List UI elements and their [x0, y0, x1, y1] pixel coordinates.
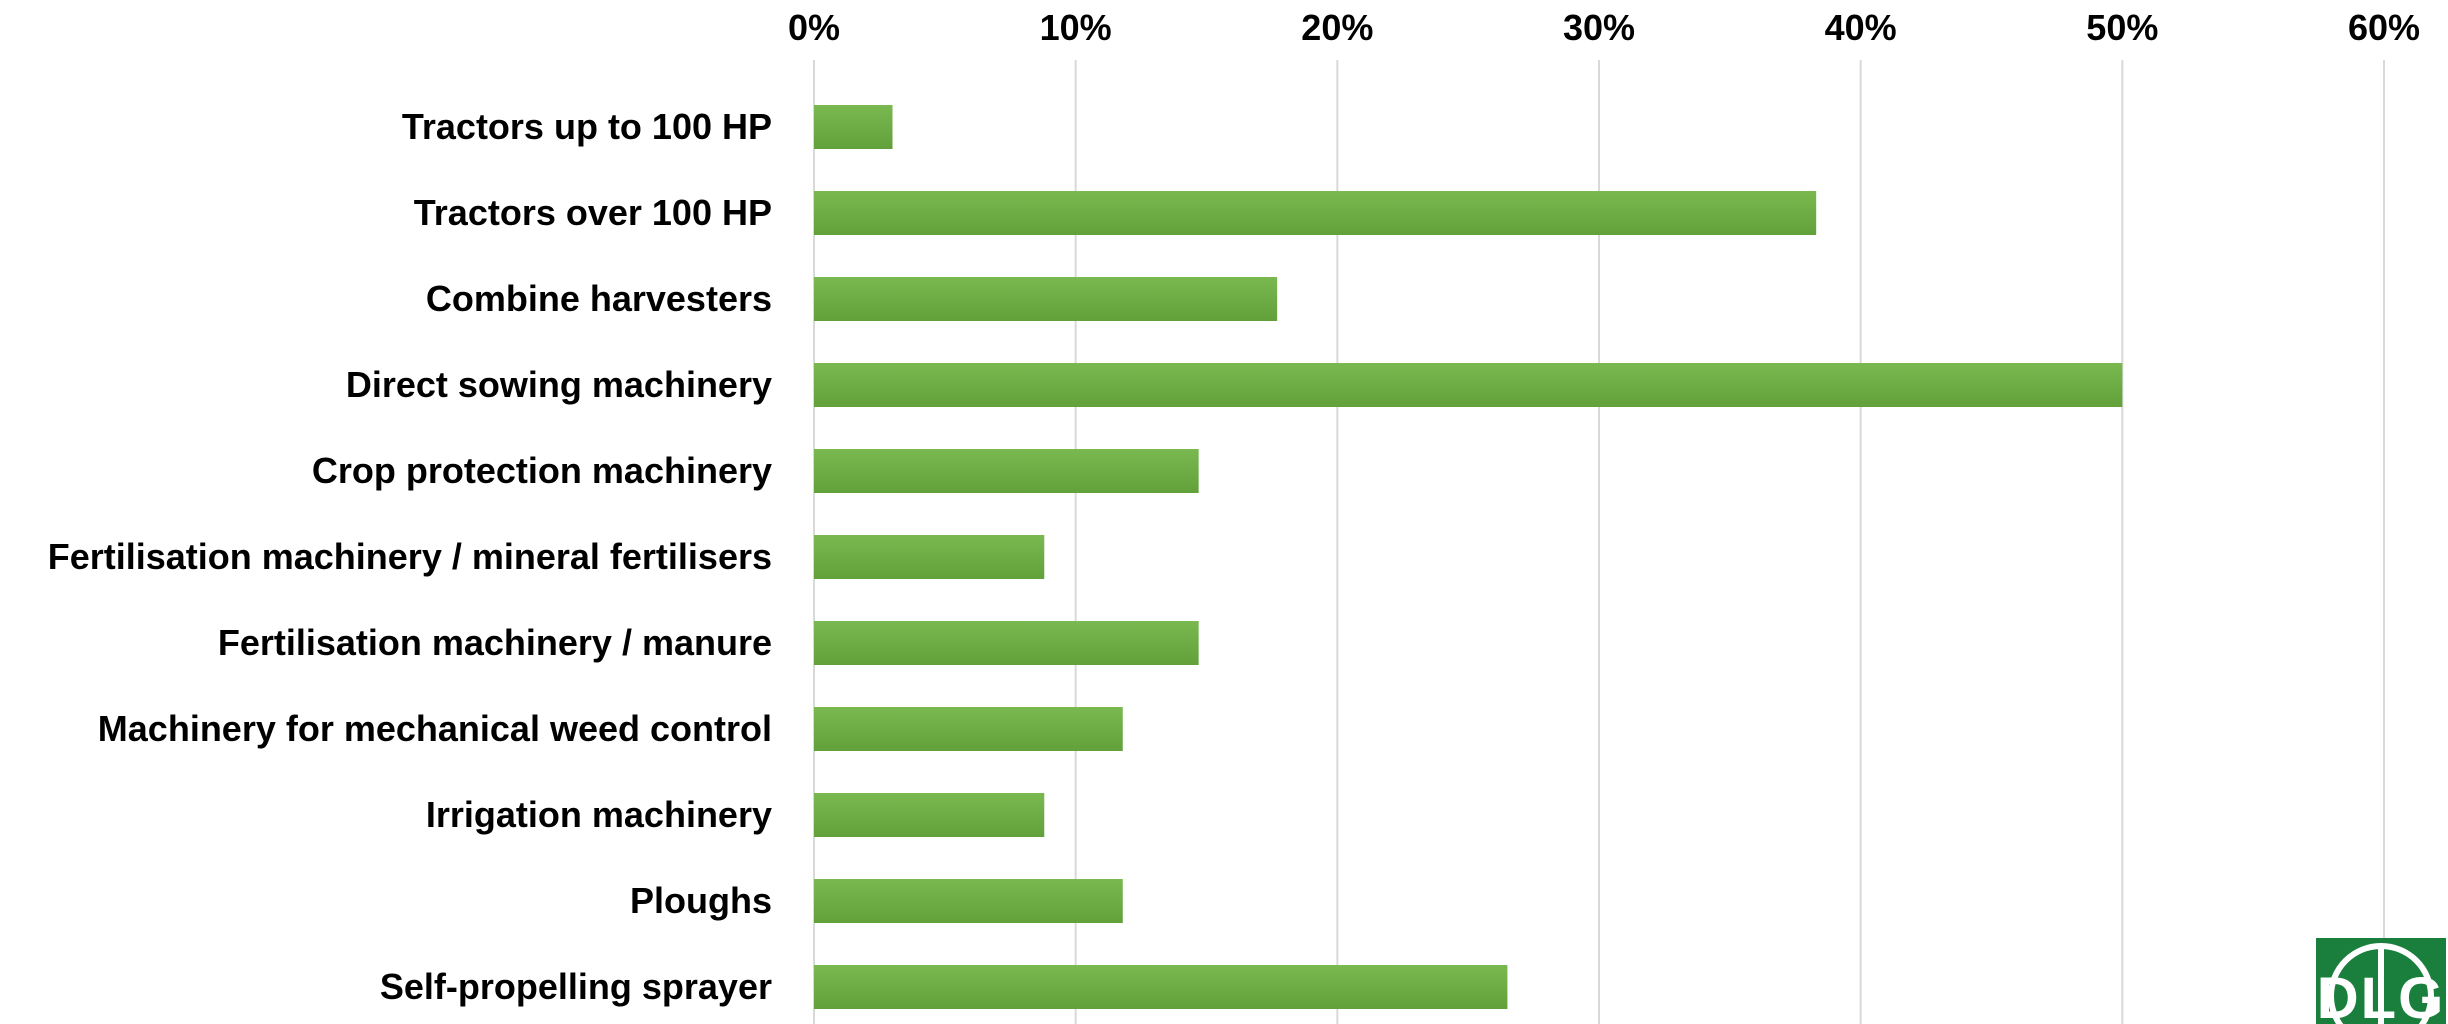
category-label: Fertilisation machinery / mineral fertil… [48, 536, 772, 577]
bar [814, 879, 1123, 923]
bar [814, 621, 1199, 665]
category-label: Machinery for mechanical weed control [98, 708, 772, 749]
x-tick-label: 10% [1040, 7, 1112, 48]
x-tick-label: 20% [1301, 7, 1373, 48]
x-tick-label: 60% [2348, 7, 2420, 48]
category-label: Combine harvesters [426, 278, 772, 319]
bar [814, 105, 893, 149]
x-tick-label: 40% [1825, 7, 1897, 48]
bar [814, 191, 1817, 235]
x-tick-label: 30% [1563, 7, 1635, 48]
category-label: Tractors over 100 HP [414, 192, 772, 233]
bars [814, 105, 2123, 1009]
x-axis-tick-labels: 0% 10% 20% 30% 40% 50% 60% [788, 7, 2420, 48]
category-label: Fertilisation machinery / manure [218, 622, 772, 663]
bar [814, 277, 1278, 321]
bar [814, 363, 2123, 407]
category-labels: Tractors up to 100 HP Tractors over 100 H… [48, 106, 772, 1007]
bar [814, 793, 1045, 837]
dlg-logo-icon: DLG [2316, 938, 2446, 1024]
category-label: Ploughs [630, 880, 772, 921]
bar [814, 707, 1123, 751]
category-label: Self-propelling sprayer [380, 966, 772, 1007]
category-label: Crop protection machinery [312, 450, 772, 491]
bar [814, 535, 1045, 579]
bar [814, 449, 1199, 493]
category-label: Direct sowing machinery [346, 364, 772, 405]
logo-text: DLG [2317, 966, 2445, 1024]
category-label: Tractors up to 100 HP [402, 106, 772, 147]
x-tick-label: 0% [788, 7, 840, 48]
x-tick-label: 50% [2086, 7, 2158, 48]
category-label: Irrigation machinery [426, 794, 772, 835]
bar [814, 965, 1508, 1009]
